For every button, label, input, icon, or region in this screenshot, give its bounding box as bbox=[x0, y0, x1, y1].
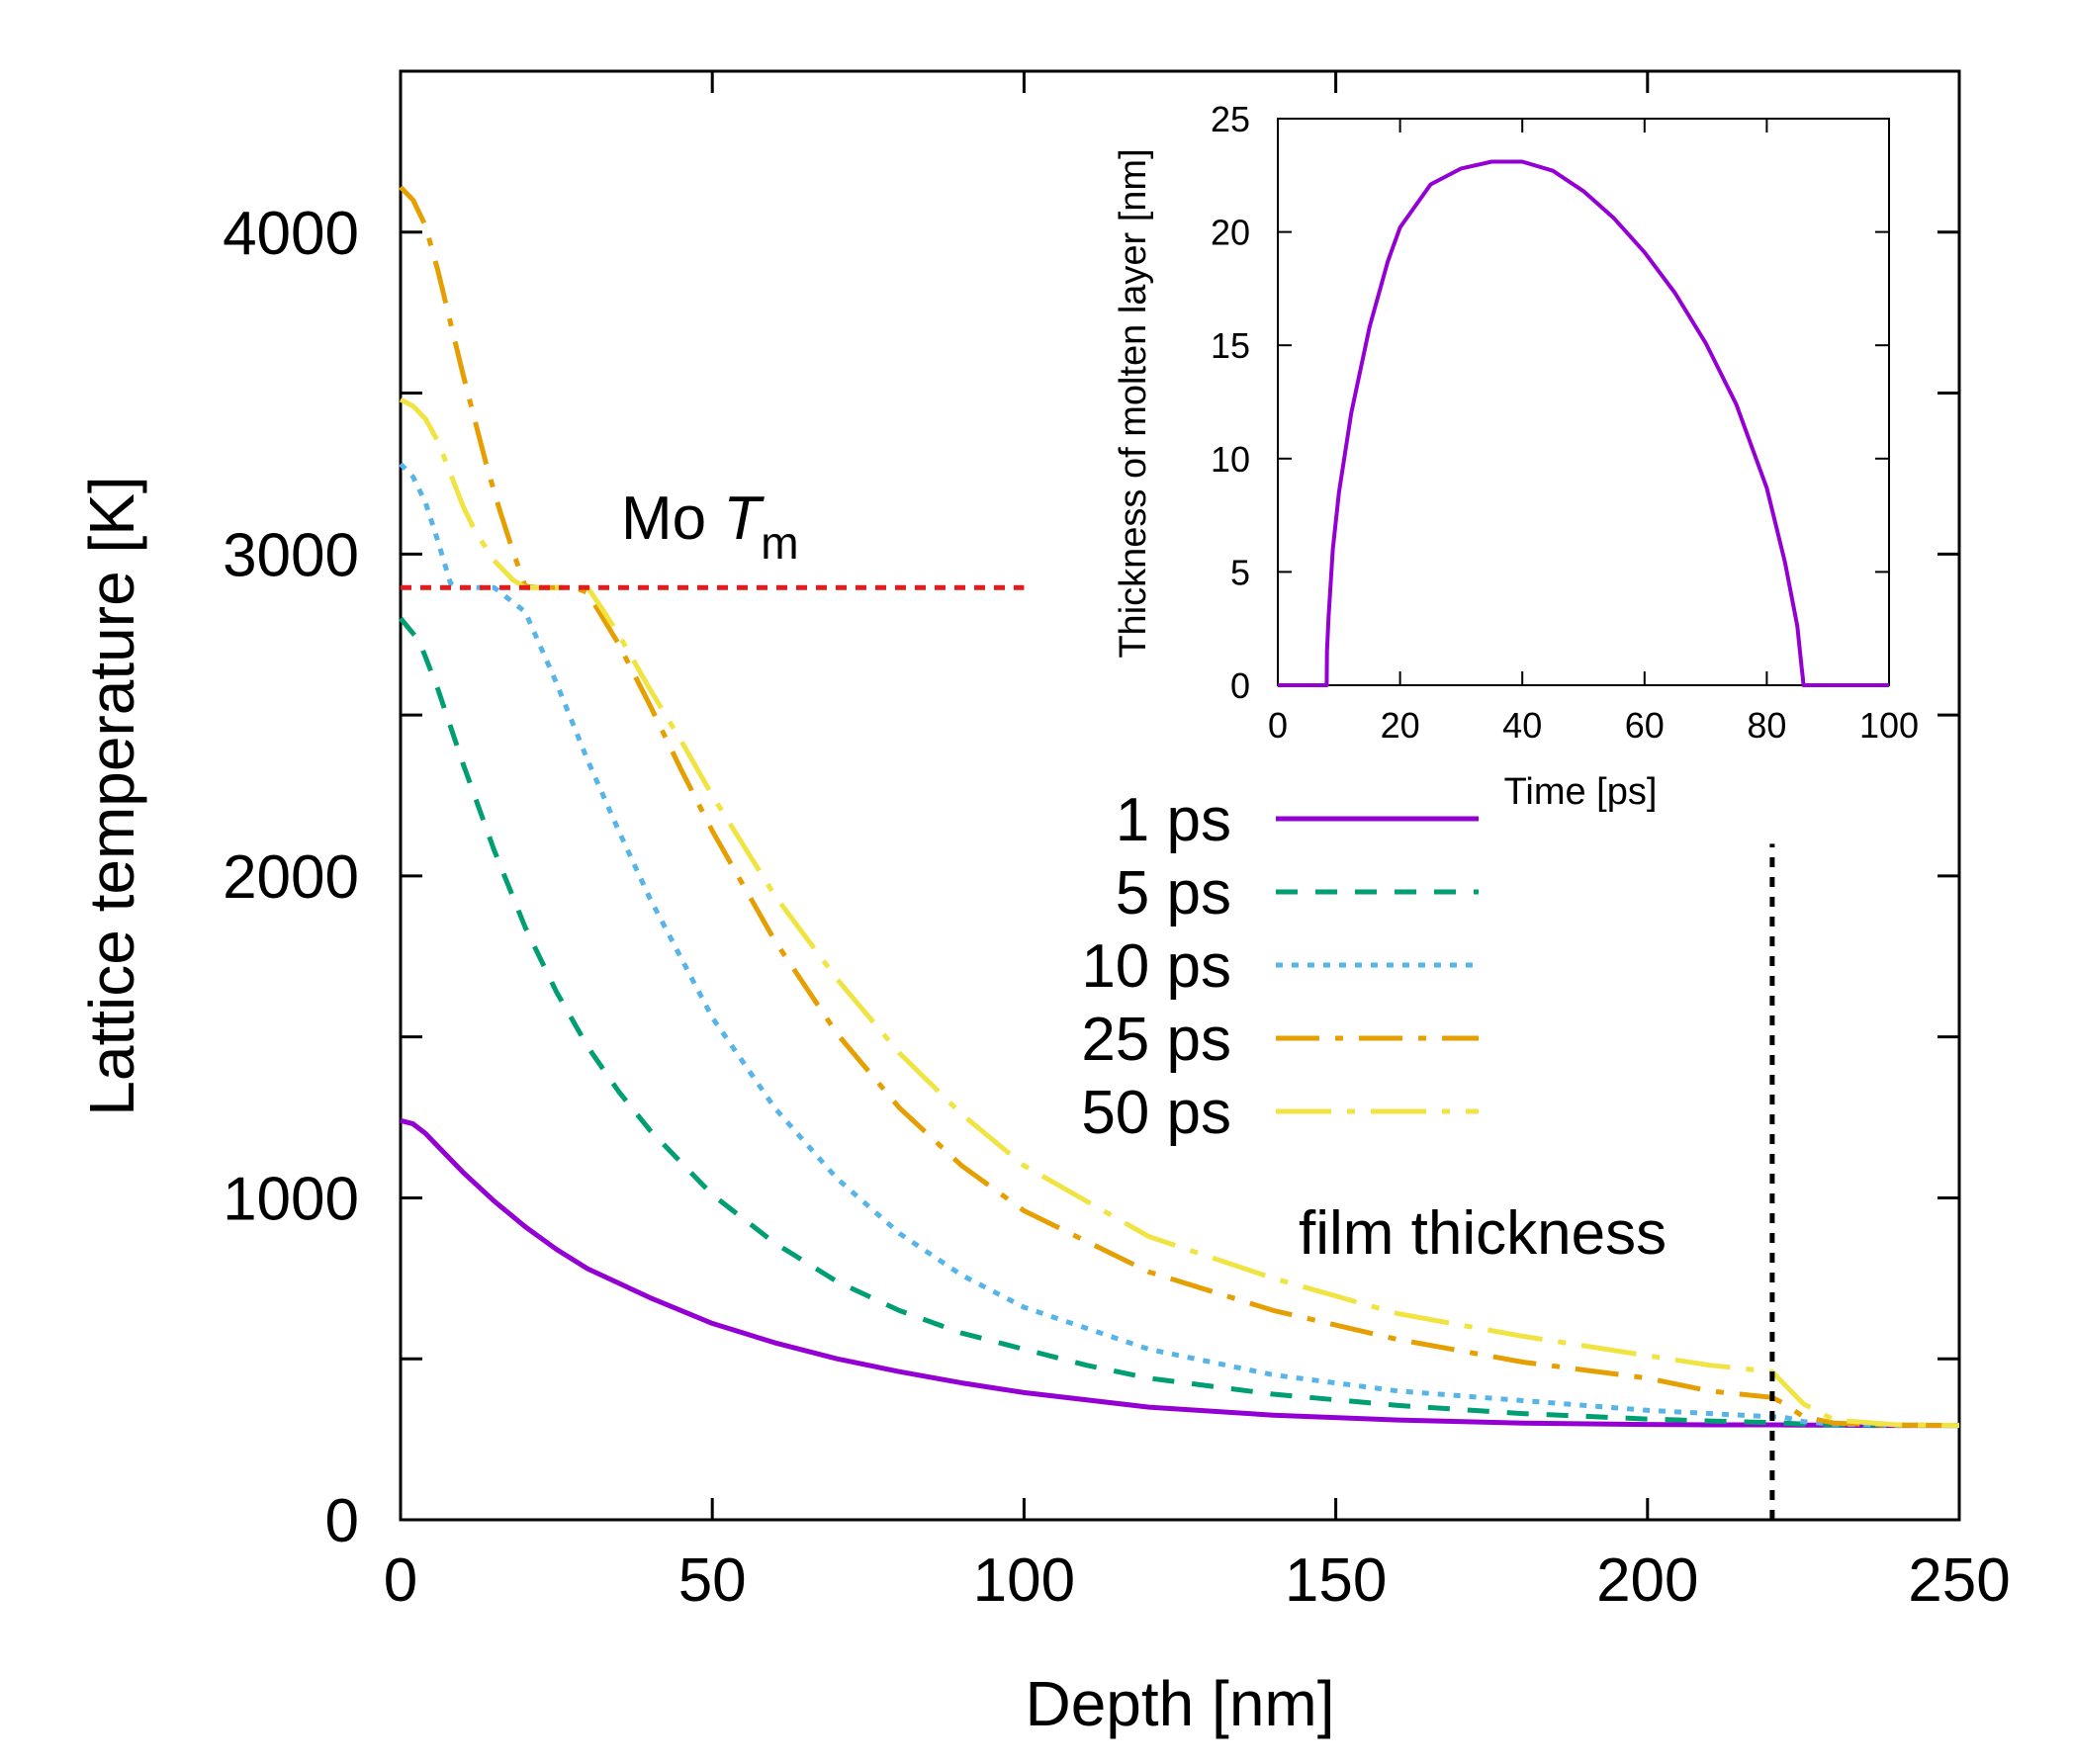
main-x-tick-label: 250 bbox=[1908, 1546, 2010, 1615]
main-x-tick-label: 200 bbox=[1596, 1546, 1698, 1615]
main-y-tick-label: 3000 bbox=[223, 521, 359, 589]
legend-label-25-ps: 25 ps bbox=[1081, 1006, 1231, 1074]
inset-y-tick-label: 5 bbox=[1230, 552, 1250, 592]
main-y-tick-label: 4000 bbox=[223, 200, 359, 268]
legend-label-10-ps: 10 ps bbox=[1081, 932, 1231, 1001]
main-x-tick-label: 100 bbox=[973, 1546, 1075, 1615]
inset-x-tick-label: 40 bbox=[1502, 705, 1542, 746]
main-y-axis-label: Lattice temperature [K] bbox=[76, 476, 147, 1115]
main-x-axis-label: Depth [nm] bbox=[1025, 1668, 1334, 1739]
legend-label-1-ps: 1 ps bbox=[1116, 786, 1231, 854]
main-x-tick-label: 0 bbox=[384, 1546, 417, 1615]
main-series-group bbox=[399, 185, 1960, 1429]
melting-point-label: Mo Tm bbox=[621, 485, 799, 569]
inset-x-tick-label: 60 bbox=[1625, 705, 1665, 746]
legend-label-50-ps: 50 ps bbox=[1081, 1079, 1231, 1147]
main-y-tick-label: 0 bbox=[325, 1487, 359, 1555]
inset-plot: 0 20 40 60 80 100 0 5 10 15 20 25 Time [ps] Thickne… bbox=[1113, 99, 1919, 813]
series-line-5-ps bbox=[399, 616, 1960, 1429]
inset-series-line-molten-layer bbox=[1278, 159, 1889, 687]
main-y-tick-label: 1000 bbox=[223, 1165, 359, 1233]
inset-axis-ticks: 0 20 40 60 80 100 0 5 10 15 20 25 bbox=[1211, 99, 1919, 746]
main-y-tick-label: 2000 bbox=[223, 843, 359, 912]
inset-x-tick-label: 20 bbox=[1381, 705, 1420, 746]
inset-y-tick-label: 0 bbox=[1230, 665, 1250, 706]
inset-y-axis-label: Thickness of molten layer [nm] bbox=[1113, 148, 1154, 658]
series-line-50-ps bbox=[399, 397, 1960, 1429]
inset-x-tick-label: 80 bbox=[1747, 705, 1786, 746]
inset-y-tick-label: 10 bbox=[1211, 439, 1250, 480]
series-line-25-ps bbox=[399, 185, 1960, 1429]
inset-x-axis-label: Time [ps] bbox=[1504, 771, 1658, 813]
inset-y-tick-label: 25 bbox=[1211, 99, 1250, 139]
main-x-tick-label: 50 bbox=[678, 1546, 747, 1615]
inset-y-tick-label: 15 bbox=[1211, 325, 1250, 366]
main-plot-frame bbox=[399, 69, 1961, 1522]
film-thickness-label: film thickness bbox=[1299, 1199, 1667, 1268]
inset-series-group bbox=[1278, 159, 1889, 687]
inset-y-tick-label: 20 bbox=[1211, 213, 1250, 253]
main-x-tick-label: 150 bbox=[1285, 1546, 1387, 1615]
inset-x-tick-label: 100 bbox=[1859, 705, 1919, 746]
inset-x-tick-label: 0 bbox=[1268, 705, 1288, 746]
inset-plot-frame bbox=[1277, 118, 1890, 686]
legend-label-5-ps: 5 ps bbox=[1116, 859, 1231, 927]
series-line-1-ps bbox=[400, 1117, 1959, 1429]
